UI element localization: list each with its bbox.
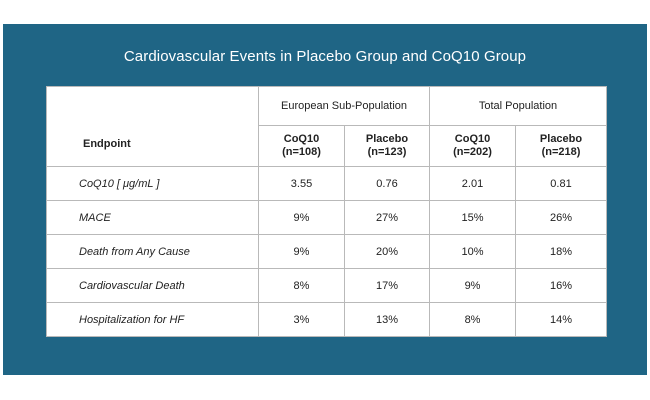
row-label: Hospitalization for HF [46,302,259,337]
cell-value: 26% [515,200,608,235]
cell-value: 15% [429,200,517,235]
figure-panel: Cardiovascular Events in Placebo Group a… [3,24,647,375]
cell-value: 18% [515,234,608,269]
cell-value: 0.81 [515,166,608,201]
subgroup-header-row: CoQ10 (n=108) Placebo (n=123) CoQ10 (n=2… [47,125,608,167]
cell-value: 9% [258,200,345,235]
cell-value: 13% [343,302,431,337]
endpoints-table: Endpoint European Sub-Population Total P… [46,86,608,337]
row-label: Death from Any Cause [46,234,259,269]
cell-value: 9% [429,268,517,303]
cell-value: 9% [258,234,345,269]
group-header-european: European Sub-Population [257,86,431,126]
subheader-european-coq10: CoQ10 (n=108) [258,125,345,167]
cell-value: 3% [258,302,345,337]
row-label: MACE [46,200,259,235]
cell-value: 16% [515,268,608,303]
subheader-total-coq10: CoQ10 (n=202) [429,125,517,167]
cell-value: 20% [343,234,431,269]
cell-value: 8% [429,302,517,337]
endpoint-header: Endpoint [46,86,259,167]
cell-value: 17% [343,268,431,303]
table-row: Hospitalization for HF 3% 13% 8% 14% [46,302,608,337]
table-row: Death from Any Cause 9% 20% 10% 18% [46,234,608,269]
group-header-total: Total Population [429,86,608,126]
cell-value: 14% [515,302,608,337]
subheader-total-placebo: Placebo (n=218) [515,125,608,167]
cell-value: 10% [429,234,517,269]
cell-value: 3.55 [258,166,345,201]
table-row: CoQ10 [ μg/mL ] 3.55 0.76 2.01 0.81 [46,166,608,201]
cell-value: 2.01 [429,166,517,201]
table-row: MACE 9% 27% 15% 26% [46,200,608,235]
row-label: Cardiovascular Death [46,268,259,303]
figure-title: Cardiovascular Events in Placebo Group a… [123,48,527,65]
subheader-european-placebo: Placebo (n=123) [343,125,431,167]
cell-value: 27% [343,200,431,235]
table-row: Cardiovascular Death 8% 17% 9% 16% [46,268,608,303]
group-header-row: Endpoint European Sub-Population Total P… [46,86,608,167]
cell-value: 8% [258,268,345,303]
row-label: CoQ10 [ μg/mL ] [46,166,259,201]
cell-value: 0.76 [343,166,431,201]
